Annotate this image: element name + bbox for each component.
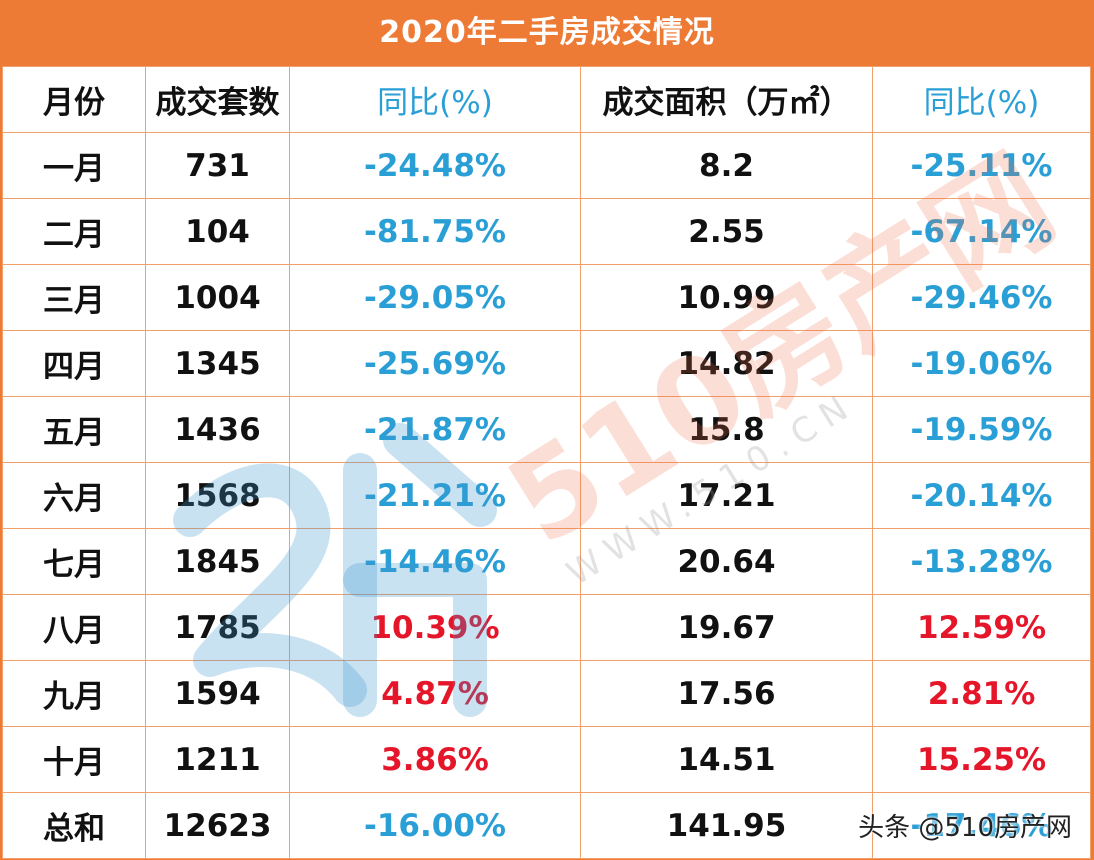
cell-month: 总和: [2, 792, 146, 859]
table-row: 九月 1594 4.87% 17.56 2.81%: [2, 660, 1091, 727]
cell-month: 三月: [2, 264, 146, 331]
cell-yoy-area: 2.81%: [872, 660, 1091, 727]
cell-month: 七月: [2, 528, 146, 595]
header-row: 月份 成交套数 同比(%) 成交面积（万㎡） 同比(%): [2, 66, 1091, 133]
cell-month: 一月: [2, 132, 146, 199]
cell-yoy-count: -24.48%: [289, 132, 581, 199]
cell-count: 1436: [145, 396, 290, 463]
cell-month: 五月: [2, 396, 146, 463]
cell-count: 1594: [145, 660, 290, 727]
header-area: 成交面积（万㎡）: [580, 66, 873, 133]
cell-count: 1845: [145, 528, 290, 595]
cell-count: 104: [145, 198, 290, 265]
cell-yoy-count: -14.46%: [289, 528, 581, 595]
cell-yoy-area: -13.28%: [872, 528, 1091, 595]
cell-yoy-area: -19.59%: [872, 396, 1091, 463]
cell-yoy-count: -81.75%: [289, 198, 581, 265]
header-yoy-count: 同比(%): [289, 66, 581, 133]
header-count: 成交套数: [145, 66, 290, 133]
header-yoy-area: 同比(%): [872, 66, 1091, 133]
header-month: 月份: [2, 66, 146, 133]
cell-month: 六月: [2, 462, 146, 529]
cell-count: 731: [145, 132, 290, 199]
cell-yoy-area: -19.06%: [872, 330, 1091, 397]
cell-area: 14.82: [580, 330, 873, 397]
cell-yoy-area: -17.46%: [872, 792, 1091, 859]
cell-yoy-area: 15.25%: [872, 726, 1091, 793]
cell-count: 12623: [145, 792, 290, 859]
cell-month: 二月: [2, 198, 146, 265]
table-row: 四月 1345 -25.69% 14.82 -19.06%: [2, 330, 1091, 397]
cell-yoy-count: 4.87%: [289, 660, 581, 727]
data-table: 月份 成交套数 同比(%) 成交面积（万㎡） 同比(%) 一月 731 -24.48…: [2, 66, 1091, 859]
cell-month: 四月: [2, 330, 146, 397]
data-table-container: 月份 成交套数 同比(%) 成交面积（万㎡） 同比(%) 一月 731 -24.48…: [2, 66, 1091, 859]
cell-yoy-count: -21.87%: [289, 396, 581, 463]
table-row: 七月 1845 -14.46% 20.64 -13.28%: [2, 528, 1091, 595]
cell-month: 九月: [2, 660, 146, 727]
cell-area: 17.21: [580, 462, 873, 529]
table-row: 八月 1785 10.39% 19.67 12.59%: [2, 594, 1091, 661]
cell-area: 15.8: [580, 396, 873, 463]
cell-area: 141.95: [580, 792, 873, 859]
cell-yoy-count: 3.86%: [289, 726, 581, 793]
table-title: 2020年二手房成交情况: [379, 15, 715, 50]
cell-area: 10.99: [580, 264, 873, 331]
cell-count: 1785: [145, 594, 290, 661]
cell-yoy-count: -16.00%: [289, 792, 581, 859]
cell-yoy-area: -29.46%: [872, 264, 1091, 331]
cell-area: 19.67: [580, 594, 873, 661]
cell-yoy-area: -25.11%: [872, 132, 1091, 199]
table-row: 六月 1568 -21.21% 17.21 -20.14%: [2, 462, 1091, 529]
cell-month: 十月: [2, 726, 146, 793]
cell-count: 1211: [145, 726, 290, 793]
table-row: 二月 104 -81.75% 2.55 -67.14%: [2, 198, 1091, 265]
cell-yoy-count: -25.69%: [289, 330, 581, 397]
cell-yoy-count: 10.39%: [289, 594, 581, 661]
credit-label: 头条 @510房产网: [858, 813, 1072, 843]
cell-count: 1345: [145, 330, 290, 397]
cell-yoy-area: -20.14%: [872, 462, 1091, 529]
cell-area: 2.55: [580, 198, 873, 265]
table-row: 三月 1004 -29.05% 10.99 -29.46%: [2, 264, 1091, 331]
cell-month: 八月: [2, 594, 146, 661]
cell-yoy-area: 12.59%: [872, 594, 1091, 661]
cell-area: 17.56: [580, 660, 873, 727]
cell-count: 1568: [145, 462, 290, 529]
cell-count: 1004: [145, 264, 290, 331]
table-row: 总和 12623 -16.00% 141.95 -17.46%: [2, 792, 1091, 859]
table-row: 十月 1211 3.86% 14.51 15.25%: [2, 726, 1091, 793]
cell-area: 8.2: [580, 132, 873, 199]
cell-yoy-count: -21.21%: [289, 462, 581, 529]
table-row: 一月 731 -24.48% 8.2 -25.11%: [2, 132, 1091, 199]
cell-yoy-count: -29.05%: [289, 264, 581, 331]
cell-yoy-area: -67.14%: [872, 198, 1091, 265]
cell-area: 20.64: [580, 528, 873, 595]
cell-area: 14.51: [580, 726, 873, 793]
table-row: 五月 1436 -21.87% 15.8 -19.59%: [2, 396, 1091, 463]
